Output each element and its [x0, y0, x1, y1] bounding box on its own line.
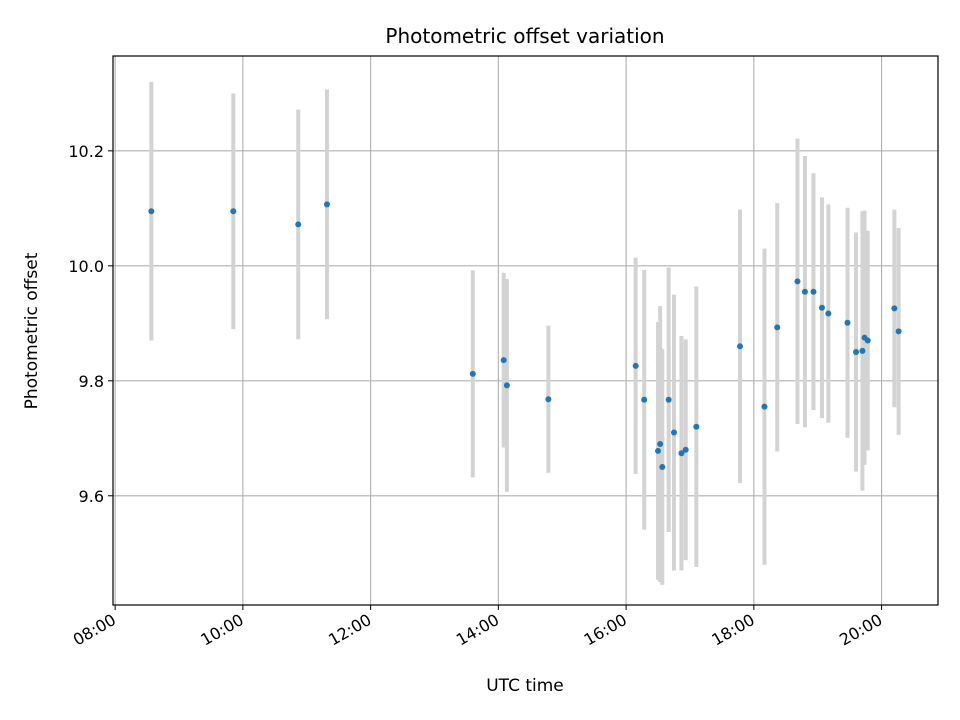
data-point — [818, 304, 825, 311]
data-point — [825, 310, 832, 317]
y-tick-label: 9.8 — [79, 372, 104, 391]
point-layer — [148, 201, 902, 471]
data-point — [671, 429, 677, 436]
data-point — [810, 288, 817, 295]
data-point — [693, 423, 700, 430]
data-point — [761, 403, 768, 410]
data-point — [295, 221, 302, 228]
data-point — [148, 208, 155, 215]
grid-layer — [113, 56, 938, 605]
data-point — [545, 396, 552, 403]
data-point — [864, 337, 871, 344]
data-point — [655, 447, 662, 454]
data-point — [500, 357, 507, 364]
data-point — [659, 464, 666, 471]
data-point — [678, 450, 685, 457]
data-point — [632, 362, 639, 369]
y-tick-label: 10.2 — [68, 142, 104, 161]
data-point — [891, 305, 898, 312]
y-tick-label: 10.0 — [68, 257, 104, 276]
data-point — [774, 324, 781, 331]
data-point — [794, 278, 801, 285]
data-point — [665, 396, 672, 403]
y-axis-label: Photometric offset — [22, 252, 42, 409]
data-point — [853, 349, 860, 356]
data-point — [469, 370, 476, 377]
data-point — [859, 347, 866, 354]
plot-frame — [112, 55, 939, 606]
data-point — [682, 446, 689, 453]
data-point — [503, 382, 510, 389]
chart-title: Photometric offset variation — [385, 24, 664, 48]
data-point — [657, 441, 664, 448]
y-tick-label: 9.6 — [79, 487, 104, 506]
data-point — [895, 328, 902, 335]
data-point — [737, 343, 743, 350]
data-point — [641, 396, 648, 403]
data-point — [844, 319, 851, 326]
data-point — [230, 208, 237, 215]
x-axis-label: UTC time — [486, 676, 564, 696]
data-point — [801, 288, 808, 295]
data-point — [323, 201, 330, 208]
